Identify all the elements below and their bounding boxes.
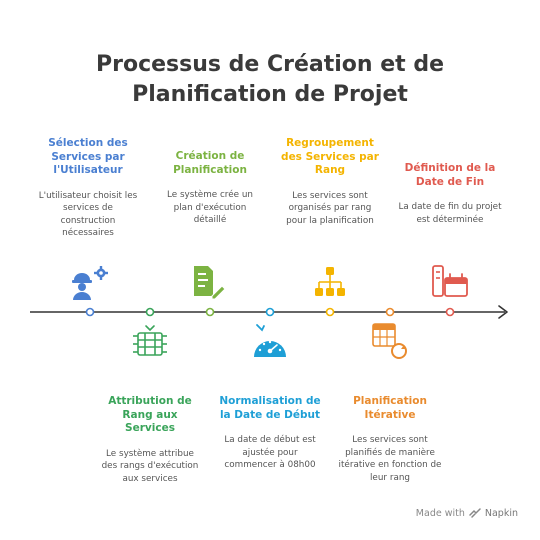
step-iterative: Planification Itérative Les services son… [338, 395, 442, 484]
timeline-marker [325, 307, 335, 317]
step-normalisation: Normalisation de la Date de Début La dat… [218, 395, 322, 472]
footer-brand: Napkin [484, 507, 518, 519]
worker-gear-icon [72, 266, 108, 300]
step-description: Le système attribue des rangs d'exécutio… [101, 448, 199, 484]
step-regroupement: Regroupement des Services par Rang Les s… [278, 137, 382, 227]
step-attribution: Attribution de Rang aux Services Le syst… [98, 395, 202, 485]
step-description: Les services sont planifiés de manière i… [338, 435, 442, 483]
footer: Made with Napkin [416, 507, 518, 519]
step-title: Création de Planification [173, 150, 247, 176]
document-edit-icon [194, 266, 226, 300]
calendar-end-icon [432, 265, 468, 297]
step-selection: Sélection des Services par l'Utilisateur… [36, 137, 140, 240]
gauge-icon [254, 324, 286, 357]
step-description: La date de fin du projet est déterminée [398, 202, 502, 225]
service-list-icon [133, 325, 167, 356]
title-line-2: Planification de Projet [132, 82, 408, 107]
step-description: Les services sont organisés par rang pou… [286, 190, 374, 226]
step-title: Regroupement des Services par Rang [281, 137, 379, 176]
step-description: L'utilisateur choisit les services de co… [38, 190, 138, 239]
step-title: Attribution de Rang aux Services [108, 395, 192, 434]
timeline-marker [385, 307, 395, 317]
timeline-marker [445, 307, 455, 317]
calendar-refresh-icon [372, 323, 407, 359]
timeline-marker [85, 307, 95, 317]
step-title: Normalisation de la Date de Début [219, 395, 321, 421]
footer-prefix: Made with [415, 507, 465, 519]
step-title: Planification Itérative [353, 395, 427, 421]
step-creation: Création de Planification Le système cré… [158, 150, 262, 227]
step-title: Sélection des Services par l'Utilisateur [48, 137, 128, 176]
step-description: Le système crée un plan d'exécution déta… [167, 190, 253, 225]
hierarchy-icon [315, 267, 345, 296]
timeline-marker [145, 307, 155, 317]
step-title: Définition de la Date de Fin [404, 162, 496, 188]
title-line-1: Processus de Création et de [95, 52, 444, 77]
timeline-arrow-icon [498, 305, 508, 319]
timeline-marker [205, 307, 215, 317]
napkin-logo-icon [469, 508, 481, 518]
timeline-marker [265, 307, 275, 317]
step-definition: Définition de la Date de Fin La date de … [398, 162, 502, 226]
step-description: La date de début est ajustée pour commen… [224, 435, 316, 470]
page-title: Processus de Création et de Planificatio… [0, 50, 540, 110]
